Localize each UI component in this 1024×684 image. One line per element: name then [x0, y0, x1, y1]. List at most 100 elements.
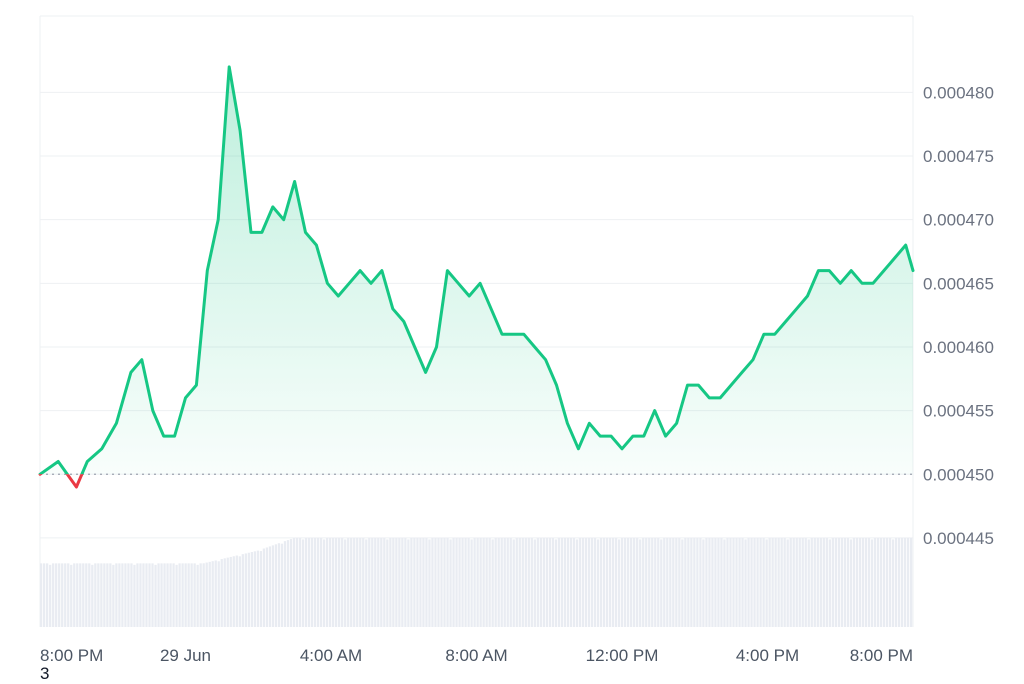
volume-bar	[82, 563, 85, 627]
volume-bar	[136, 563, 139, 627]
volume-bar	[187, 563, 190, 627]
volume-bar	[611, 537, 615, 627]
volume-bar	[277, 543, 281, 627]
volume-bar	[130, 563, 133, 627]
volume-bar	[506, 537, 509, 627]
volume-bar	[873, 537, 877, 627]
volume-bar	[720, 537, 723, 627]
volume-bar	[681, 539, 684, 627]
volume-bar	[563, 537, 567, 627]
volume-bar	[103, 563, 106, 627]
volume-bar	[178, 563, 181, 627]
volume-bar	[777, 537, 780, 627]
x-tick-label: 12:00 PM	[586, 646, 659, 665]
volume-bar	[599, 537, 603, 627]
y-tick-label: 0.000465	[923, 274, 994, 293]
volume-bar	[446, 537, 449, 627]
volume-bar	[810, 537, 813, 627]
volume-bar	[208, 561, 211, 627]
volume-bar	[40, 563, 43, 627]
y-axis-ticks: 0.000480 0.000475 0.000470 0.000465 0.000460…	[923, 83, 994, 548]
volume-bar	[545, 537, 548, 627]
volume-bar	[91, 564, 94, 627]
volume-bar	[407, 539, 410, 627]
volume-bar	[461, 537, 464, 627]
volume-bar	[437, 537, 440, 627]
volume-bar	[452, 537, 455, 627]
volume-bar	[738, 537, 741, 627]
volume-bar	[867, 537, 871, 627]
volume-bar	[723, 539, 726, 627]
volume-bar	[398, 537, 401, 627]
volume-bar	[256, 550, 260, 627]
volume-bar	[142, 563, 145, 627]
volume-bar	[503, 537, 506, 627]
volume-bar	[608, 537, 612, 627]
volume-bar	[633, 537, 636, 627]
volume-bar	[864, 537, 868, 627]
volume-bar	[479, 537, 482, 627]
volume-bar	[310, 537, 314, 627]
price-area-fill	[40, 66, 913, 475]
volume-bar	[307, 537, 311, 627]
volume-bar	[539, 537, 542, 627]
volume-bar	[371, 537, 374, 627]
y-tick-label: 0.000480	[923, 83, 994, 102]
y-tick-label: 0.000475	[923, 147, 994, 166]
volume-bar	[220, 559, 223, 627]
volume-bar	[395, 537, 398, 627]
volume-bar	[76, 563, 79, 627]
volume-bar	[786, 539, 789, 627]
volume-bar	[581, 537, 585, 627]
volume-bar	[238, 556, 241, 627]
volume-bar	[67, 563, 70, 627]
volume-bar	[825, 537, 828, 627]
volume-bar	[527, 537, 530, 627]
volume-bar	[801, 537, 804, 627]
volume-bar	[169, 563, 172, 627]
volume-bar	[217, 561, 220, 627]
volume-bar	[202, 563, 205, 627]
volume-bar	[43, 563, 46, 627]
volume-bar	[675, 537, 678, 627]
volume-bar	[593, 537, 597, 627]
volume-bar	[515, 537, 518, 627]
volume-bar	[729, 537, 732, 627]
volume-bar	[344, 539, 347, 627]
volume-bar	[416, 537, 419, 627]
volume-bar	[404, 537, 407, 627]
volume-bar	[428, 539, 431, 627]
price-line	[38, 65, 915, 489]
volume-bar	[804, 537, 807, 627]
volume-bar	[645, 537, 648, 627]
volume-bar	[419, 537, 422, 627]
volume-bar	[374, 537, 377, 627]
volume-bar	[726, 537, 729, 627]
x-tick-label: 8:00 AM	[445, 646, 507, 665]
volume-bar	[235, 555, 238, 627]
volume-bar	[762, 537, 765, 627]
volume-bar	[747, 537, 750, 627]
volume-bar	[368, 537, 371, 627]
volume-bar	[807, 539, 810, 627]
volume-bar	[386, 539, 389, 627]
volume-bar	[316, 537, 320, 627]
volume-bar	[422, 537, 425, 627]
volume-bar	[181, 563, 184, 627]
volume-bar	[199, 563, 202, 627]
volume-bar	[900, 537, 904, 627]
volume-bar	[750, 537, 753, 627]
volume-bar	[175, 564, 178, 627]
volume-bar	[205, 562, 208, 627]
price-line-above	[38, 65, 915, 475]
volume-bar	[828, 539, 831, 627]
volume-bar	[666, 537, 669, 627]
volume-bar	[846, 537, 850, 627]
volume-bar	[347, 537, 350, 627]
volume-bar	[380, 537, 383, 627]
volume-bar	[166, 563, 169, 627]
volume-bar	[780, 537, 783, 627]
volume-bar	[663, 537, 666, 627]
volume-bar	[771, 537, 774, 627]
